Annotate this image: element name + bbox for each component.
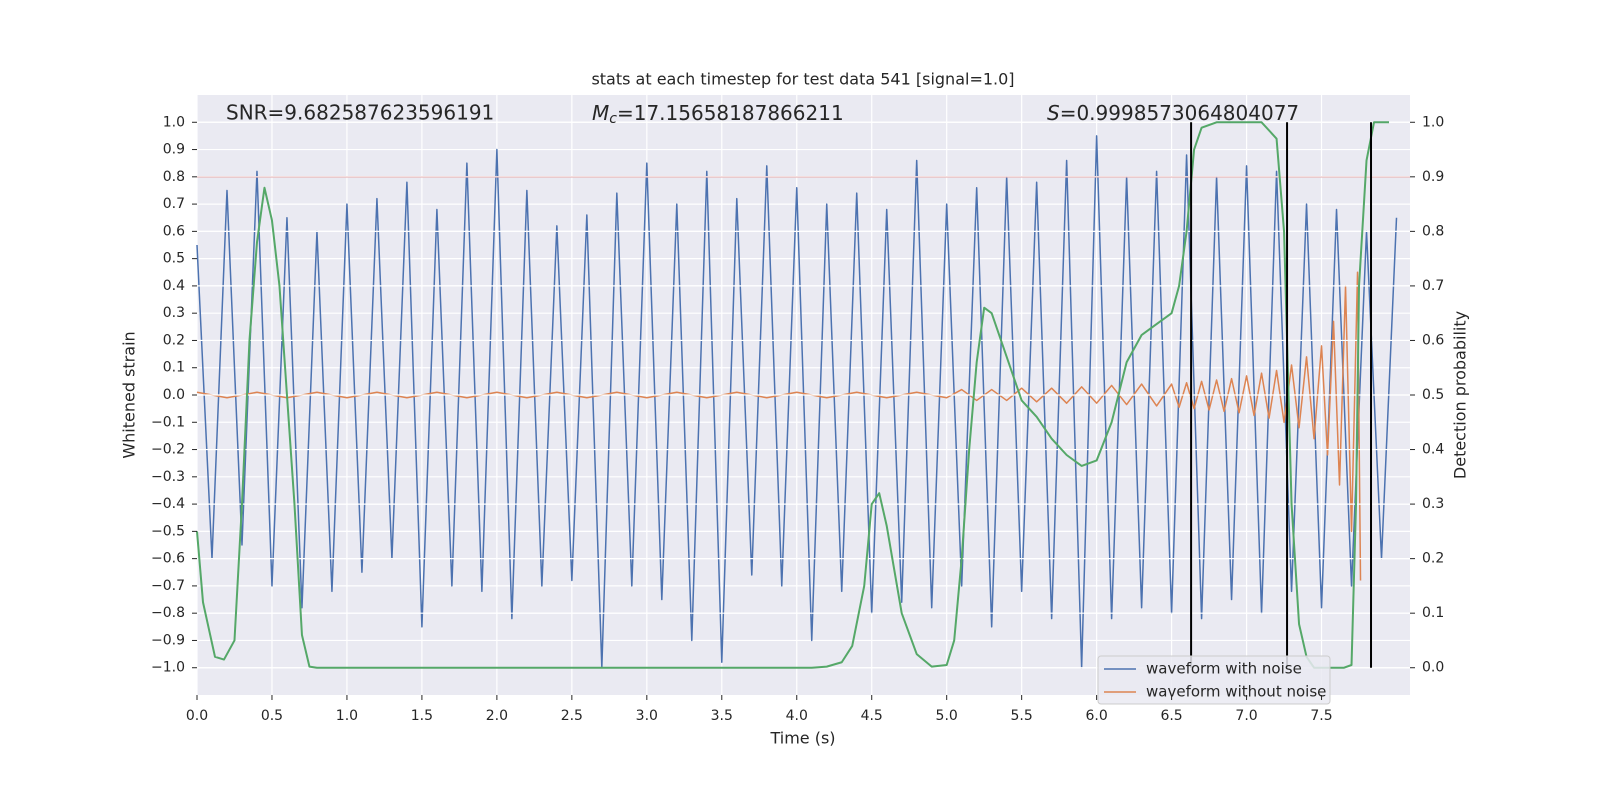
annotation-text: =17.15658187866211 [617, 101, 844, 125]
y-tick-label: 0.8 [163, 169, 185, 185]
y-tick-label: −0.1 [151, 414, 185, 430]
y2-axis-label: Detection probability [1451, 311, 1470, 479]
x-tick-label: 1.0 [336, 708, 358, 724]
y-tick-label: −0.9 [151, 632, 185, 648]
series-line [196, 121, 1390, 669]
y-axis-label: Whitened strain [120, 331, 139, 458]
y-tick-label: 0.7 [163, 196, 185, 212]
y-tick-label: 0.3 [163, 305, 185, 321]
y-tick-label: −0.7 [151, 578, 185, 594]
y-tick-label: 0.2 [163, 332, 185, 348]
y-tick-label: 0.4 [163, 278, 185, 294]
x-tick-label: 3.5 [711, 708, 733, 724]
x-tick-label: 2.0 [486, 708, 508, 724]
annotation: S=0.9998573064804077 [1047, 101, 1299, 125]
x-tick-label: 6.0 [1085, 708, 1107, 724]
x-tick-label: 3.0 [636, 708, 658, 724]
annotation-subscript: c [609, 111, 617, 127]
series-line [196, 135, 1398, 669]
x-tick-label: 5.5 [1011, 708, 1033, 724]
annotation: Mc=17.15658187866211 [592, 101, 844, 128]
x-tick-label: 4.5 [861, 708, 883, 724]
y2-tick-label: 0.8 [1422, 223, 1444, 239]
y-tick-label: −0.6 [151, 551, 185, 567]
y-tick-label: 0.6 [163, 223, 185, 239]
y2-tick-label: 0.5 [1422, 387, 1444, 403]
x-axis-label: Time (s) [769, 729, 835, 748]
x-tick-label: 7.5 [1310, 708, 1332, 724]
y-tick-label: −0.8 [151, 605, 185, 621]
y2-tick-label: 0.2 [1422, 551, 1444, 567]
y-tick-label: −0.3 [151, 469, 185, 485]
annotation-symbol: S [1047, 101, 1060, 125]
annotation: SNR=9.682587623596191 [226, 101, 494, 125]
x-tick-label: 7.0 [1235, 708, 1257, 724]
x-tick-label: 1.5 [411, 708, 433, 724]
y-tick-label: 1.0 [163, 114, 185, 130]
x-tick-label: 0.5 [261, 708, 283, 724]
y-tick-label: −1.0 [151, 660, 185, 676]
y2-tick-label: 0.0 [1422, 660, 1444, 676]
x-tick-label: 5.0 [936, 708, 958, 724]
y-tick-label: 0.9 [163, 142, 185, 158]
y2-tick-label: 0.4 [1422, 442, 1444, 458]
legend-label: waveform without noise [1146, 683, 1326, 701]
chart-title: stats at each timestep for test data 541… [591, 70, 1014, 89]
legend-label: waveform with noise [1146, 660, 1302, 678]
x-tick-label: 6.5 [1160, 708, 1182, 724]
legend-box [1097, 655, 1331, 705]
annotation-symbol: M [592, 101, 609, 125]
y2-tick-label: 1.0 [1422, 114, 1444, 130]
y2-tick-label: 0.1 [1422, 605, 1444, 621]
x-tick-label: 0.0 [186, 708, 208, 724]
annotation-text: =0.9998573064804077 [1060, 101, 1299, 125]
y-tick-label: −0.4 [151, 496, 185, 512]
y-tick-label: −0.5 [151, 523, 185, 539]
x-tick-label: 2.5 [561, 708, 583, 724]
y2-tick-label: 0.7 [1422, 278, 1444, 294]
y2-tick-label: 0.3 [1422, 496, 1444, 512]
y-tick-label: −0.2 [151, 442, 185, 458]
y-tick-label: 0.0 [163, 387, 185, 403]
y-tick-label: 0.5 [163, 251, 185, 267]
y2-tick-label: 0.9 [1422, 169, 1444, 185]
y2-tick-label: 0.6 [1422, 332, 1444, 348]
x-tick-label: 4.0 [786, 708, 808, 724]
y-tick-label: 0.1 [163, 360, 185, 376]
front-layer: waveform with noise waveform without nois… [196, 121, 1410, 705]
